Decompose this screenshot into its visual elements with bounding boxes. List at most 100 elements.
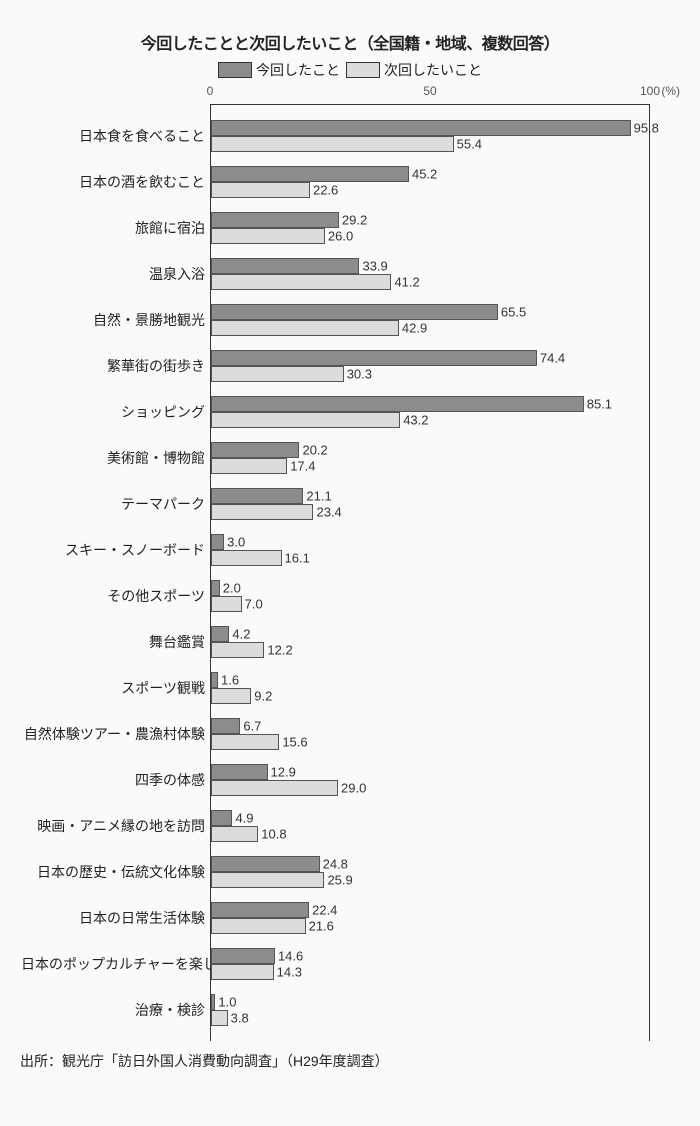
- bar-series2: 43.2: [211, 412, 400, 428]
- bar-series1: 4.9: [211, 810, 232, 826]
- bar-series2: 21.6: [211, 918, 306, 934]
- chart-row: その他スポーツ2.07.0: [211, 573, 649, 619]
- bar-value-label: 22.4: [308, 903, 337, 918]
- chart-row: 温泉入浴33.941.2: [211, 251, 649, 297]
- bar-series2: 16.1: [211, 550, 282, 566]
- chart-row: 自然体験ツアー・農漁村体験6.715.6: [211, 711, 649, 757]
- bar-series1: 74.4: [211, 350, 537, 366]
- bar-series2: 9.2: [211, 688, 251, 704]
- bar-series2: 30.3: [211, 366, 344, 382]
- bar-series2: 23.4: [211, 504, 313, 520]
- bar-series2: 7.0: [211, 596, 242, 612]
- legend-swatch-2: [346, 62, 380, 78]
- bar-series1: 14.6: [211, 948, 275, 964]
- category-label: 治療・検診: [21, 1000, 211, 1020]
- bar-series2: 25.9: [211, 872, 324, 888]
- bar-value-label: 21.6: [305, 919, 334, 934]
- bar-value-label: 15.6: [278, 735, 307, 750]
- bar-value-label: 10.8: [257, 827, 286, 842]
- legend: 今回したこと 次回したいこと: [20, 60, 680, 80]
- bar-value-label: 16.1: [281, 551, 310, 566]
- axis-tick-0: 0: [207, 84, 214, 98]
- category-label: 旅館に宿泊: [21, 218, 211, 238]
- axis-tick-100: 100: [640, 84, 660, 98]
- chart-row: 自然・景勝地観光65.542.9: [211, 297, 649, 343]
- bar-value-label: 17.4: [286, 459, 315, 474]
- bar-value-label: 30.3: [343, 367, 372, 382]
- category-label: 自然・景勝地観光: [21, 310, 211, 330]
- bar-value-label: 3.0: [223, 535, 245, 550]
- bar-series2: 10.8: [211, 826, 258, 842]
- bar-series2: 12.2: [211, 642, 264, 658]
- category-label: 日本のポップカルチャーを楽しむ: [21, 954, 211, 974]
- chart-row: 日本の歴史・伝統文化体験24.825.9: [211, 849, 649, 895]
- bar-value-label: 14.6: [274, 949, 303, 964]
- source-text: 出所：観光庁「訪日外国人消費動向調査」（H29年度調査）: [20, 1051, 680, 1071]
- chart-row: 旅館に宿泊29.226.0: [211, 205, 649, 251]
- chart-row: 繁華街の街歩き74.430.3: [211, 343, 649, 389]
- chart-row: スキー・スノーボード3.016.1: [211, 527, 649, 573]
- bar-series2: 26.0: [211, 228, 325, 244]
- bar-series1: 33.9: [211, 258, 359, 274]
- bar-value-label: 24.8: [319, 857, 348, 872]
- bar-series1: 45.2: [211, 166, 409, 182]
- category-label: その他スポーツ: [21, 586, 211, 606]
- legend-swatch-1: [218, 62, 252, 78]
- chart-row: テーマパーク21.123.4: [211, 481, 649, 527]
- bar-series1: 12.9: [211, 764, 268, 780]
- category-label: 自然体験ツアー・農漁村体験: [21, 724, 211, 744]
- chart-row: 日本の日常生活体験22.421.6: [211, 895, 649, 941]
- chart-row: 美術館・博物館20.217.4: [211, 435, 649, 481]
- category-label: 映画・アニメ縁の地を訪問: [21, 816, 211, 836]
- bar-series1: 2.0: [211, 580, 220, 596]
- bar-value-label: 4.2: [228, 627, 250, 642]
- bar-series2: 15.6: [211, 734, 279, 750]
- bar-series2: 55.4: [211, 136, 454, 152]
- chart-row: 日本食を食べること95.855.4: [211, 113, 649, 159]
- bar-series2: 22.6: [211, 182, 310, 198]
- bar-value-label: 42.9: [398, 321, 427, 336]
- bar-value-label: 45.2: [408, 167, 437, 182]
- legend-item-series2: 次回したいこと: [346, 60, 482, 80]
- bar-value-label: 74.4: [536, 351, 565, 366]
- bar-series1: 29.2: [211, 212, 339, 228]
- category-label: 美術館・博物館: [21, 448, 211, 468]
- bar-series2: 42.9: [211, 320, 399, 336]
- bar-value-label: 6.7: [239, 719, 261, 734]
- legend-item-series1: 今回したこと: [218, 60, 340, 80]
- bar-value-label: 43.2: [399, 413, 428, 428]
- bar-value-label: 21.1: [302, 489, 331, 504]
- bar-series1: 95.8: [211, 120, 631, 136]
- x-axis: 0 50 100 (%): [210, 82, 650, 104]
- bar-value-label: 1.0: [214, 995, 236, 1010]
- category-label: 日本食を食べること: [21, 126, 211, 146]
- legend-label-1: 今回したこと: [256, 60, 340, 80]
- bar-value-label: 26.0: [324, 229, 353, 244]
- bar-value-label: 7.0: [241, 597, 263, 612]
- bar-series2: 17.4: [211, 458, 287, 474]
- bar-series2: 29.0: [211, 780, 338, 796]
- category-label: 日本の酒を飲むこと: [21, 172, 211, 192]
- bar-value-label: 41.2: [390, 275, 419, 290]
- chart-row: 舞台鑑賞4.212.2: [211, 619, 649, 665]
- chart-row: 映画・アニメ縁の地を訪問4.910.8: [211, 803, 649, 849]
- category-label: 日本の日常生活体験: [21, 908, 211, 928]
- category-label: 舞台鑑賞: [21, 632, 211, 652]
- bar-value-label: 65.5: [497, 305, 526, 320]
- bar-value-label: 55.4: [453, 137, 482, 152]
- bar-value-label: 2.0: [219, 581, 241, 596]
- chart-title: 今回したことと次回したいこと（全国籍・地域、複数回答）: [20, 30, 680, 54]
- bar-value-label: 22.6: [309, 183, 338, 198]
- bar-value-label: 9.2: [250, 689, 272, 704]
- bar-value-label: 29.2: [338, 213, 367, 228]
- category-label: ショッピング: [21, 402, 211, 422]
- chart-row: 四季の体感12.929.0: [211, 757, 649, 803]
- bar-value-label: 4.9: [231, 811, 253, 826]
- bar-series2: 3.8: [211, 1010, 228, 1026]
- axis-unit: (%): [661, 84, 680, 98]
- bar-value-label: 12.9: [267, 765, 296, 780]
- chart-row: スポーツ観戦1.69.2: [211, 665, 649, 711]
- chart-row: ショッピング85.143.2: [211, 389, 649, 435]
- legend-label-2: 次回したいこと: [384, 60, 482, 80]
- category-label: 温泉入浴: [21, 264, 211, 284]
